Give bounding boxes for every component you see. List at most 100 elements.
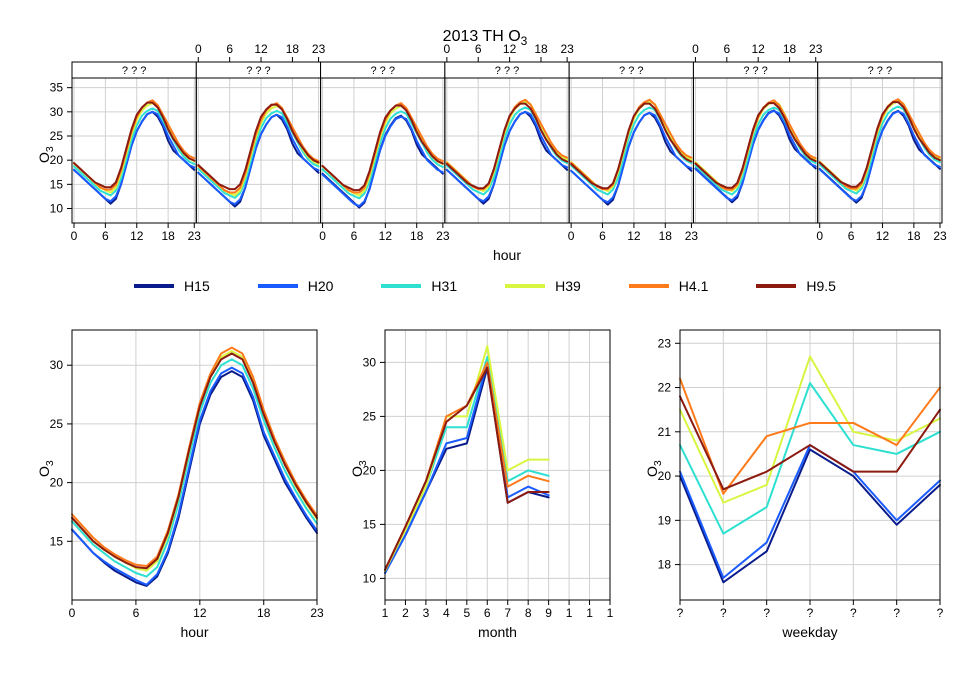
legend-label: H20 xyxy=(308,278,334,294)
svg-text:23: 23 xyxy=(560,42,574,56)
legend-swatch xyxy=(629,284,669,288)
svg-text:12: 12 xyxy=(193,606,207,620)
svg-text:?: ? xyxy=(850,606,857,620)
svg-text:1: 1 xyxy=(382,606,389,620)
legend-swatch xyxy=(505,284,545,288)
svg-text:? ? ?: ? ? ? xyxy=(122,65,146,77)
svg-text:1: 1 xyxy=(566,606,573,620)
xlabel-top: hour xyxy=(72,247,942,263)
xlabel-hour: hour xyxy=(72,624,317,640)
svg-text:15: 15 xyxy=(50,177,64,191)
svg-text:0: 0 xyxy=(444,42,451,56)
legend-item: H31 xyxy=(381,278,457,294)
svg-text:6: 6 xyxy=(599,229,606,243)
svg-text:20: 20 xyxy=(50,153,64,167)
svg-text:18: 18 xyxy=(907,229,921,243)
svg-text:?: ? xyxy=(677,606,684,620)
svg-text:6: 6 xyxy=(848,229,855,243)
svg-text:? ? ?: ? ? ? xyxy=(495,65,519,77)
svg-text:12: 12 xyxy=(752,42,766,56)
svg-text:12: 12 xyxy=(503,42,517,56)
legend-item: H9.5 xyxy=(756,278,836,294)
svg-text:0: 0 xyxy=(71,229,78,243)
svg-text:25: 25 xyxy=(50,129,64,143)
svg-text:20: 20 xyxy=(658,469,672,483)
panel-weekday: 181920212223??????? xyxy=(680,330,940,600)
svg-text:9: 9 xyxy=(545,606,552,620)
panel-hour: 1520253006121823 xyxy=(72,330,317,600)
svg-text:21: 21 xyxy=(658,425,672,439)
svg-text:?: ? xyxy=(720,606,727,620)
svg-text:18: 18 xyxy=(659,229,673,243)
svg-text:15: 15 xyxy=(363,517,377,531)
svg-text:18: 18 xyxy=(410,229,424,243)
svg-text:6: 6 xyxy=(102,229,109,243)
svg-text:0: 0 xyxy=(69,606,76,620)
svg-text:?: ? xyxy=(937,606,944,620)
svg-text:12: 12 xyxy=(379,229,393,243)
svg-text:12: 12 xyxy=(254,42,268,56)
svg-text:30: 30 xyxy=(50,358,64,372)
svg-text:23: 23 xyxy=(436,229,450,243)
svg-text:0: 0 xyxy=(816,229,823,243)
legend-swatch xyxy=(381,284,421,288)
svg-text:?: ? xyxy=(763,606,770,620)
svg-text:1: 1 xyxy=(607,606,614,620)
panel-month: 1015202530123456789111 xyxy=(385,330,610,600)
svg-text:0: 0 xyxy=(319,229,326,243)
svg-text:10: 10 xyxy=(50,202,64,216)
svg-text:0: 0 xyxy=(568,229,575,243)
svg-text:12: 12 xyxy=(627,229,641,243)
svg-text:12: 12 xyxy=(130,229,144,243)
svg-text:5: 5 xyxy=(463,606,470,620)
svg-text:25: 25 xyxy=(50,417,64,431)
svg-text:18: 18 xyxy=(257,606,271,620)
svg-text:? ? ?: ? ? ? xyxy=(246,65,270,77)
svg-text:3: 3 xyxy=(423,606,430,620)
svg-text:12: 12 xyxy=(876,229,890,243)
legend-swatch xyxy=(134,284,174,288)
svg-text:7: 7 xyxy=(504,606,511,620)
svg-text:6: 6 xyxy=(475,42,482,56)
svg-text:8: 8 xyxy=(525,606,532,620)
xlabel-month: month xyxy=(385,624,610,640)
svg-text:20: 20 xyxy=(50,476,64,490)
svg-text:18: 18 xyxy=(658,558,672,572)
svg-text:35: 35 xyxy=(50,81,64,95)
svg-text:18: 18 xyxy=(286,42,300,56)
svg-text:2: 2 xyxy=(402,606,409,620)
svg-text:?: ? xyxy=(893,606,900,620)
legend-item: H39 xyxy=(505,278,581,294)
ylabel-hour: O3 xyxy=(36,460,56,477)
svg-text:23: 23 xyxy=(188,229,202,243)
svg-text:30: 30 xyxy=(50,105,64,119)
figure-root: { "title": "2013 TH O3", "title_has_sub3… xyxy=(0,0,970,673)
svg-text:?: ? xyxy=(807,606,814,620)
svg-text:23: 23 xyxy=(310,606,324,620)
legend-swatch xyxy=(258,284,298,288)
legend-label: H15 xyxy=(184,278,210,294)
svg-text:? ? ?: ? ? ? xyxy=(370,65,394,77)
legend-label: H9.5 xyxy=(806,278,836,294)
svg-text:25: 25 xyxy=(363,409,377,423)
svg-text:4: 4 xyxy=(443,606,450,620)
svg-text:1: 1 xyxy=(586,606,593,620)
svg-text:? ? ?: ? ? ? xyxy=(743,65,767,77)
legend-item: H15 xyxy=(134,278,210,294)
top-facet-panel: 101520253035? ? ?06121823? ? ?06121823? … xyxy=(72,78,942,223)
svg-text:23: 23 xyxy=(312,42,326,56)
chart-title: 2013 TH O3 xyxy=(0,28,970,48)
legend-label: H39 xyxy=(555,278,581,294)
svg-text:? ? ?: ? ? ? xyxy=(868,65,892,77)
svg-text:20: 20 xyxy=(363,463,377,477)
svg-text:23: 23 xyxy=(809,42,823,56)
legend-item: H20 xyxy=(258,278,334,294)
svg-text:6: 6 xyxy=(351,229,358,243)
svg-text:18: 18 xyxy=(161,229,175,243)
legend-label: H4.1 xyxy=(679,278,709,294)
svg-text:10: 10 xyxy=(363,571,377,585)
svg-text:18: 18 xyxy=(534,42,548,56)
legend-label: H31 xyxy=(431,278,457,294)
svg-text:18: 18 xyxy=(783,42,797,56)
svg-text:22: 22 xyxy=(658,381,672,395)
